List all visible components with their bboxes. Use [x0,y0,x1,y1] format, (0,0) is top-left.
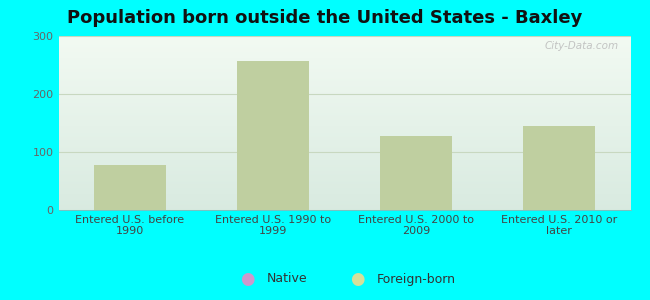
Bar [237,61,309,210]
Text: Foreign-born: Foreign-born [377,272,456,286]
Text: City-Data.com: City-Data.com [545,41,619,51]
Bar [380,136,452,210]
Text: Native: Native [266,272,307,286]
Text: Population born outside the United States - Baxley: Population born outside the United State… [68,9,582,27]
Text: ●: ● [350,270,365,288]
Text: ●: ● [240,270,254,288]
Bar [523,126,595,210]
Bar [94,165,166,210]
